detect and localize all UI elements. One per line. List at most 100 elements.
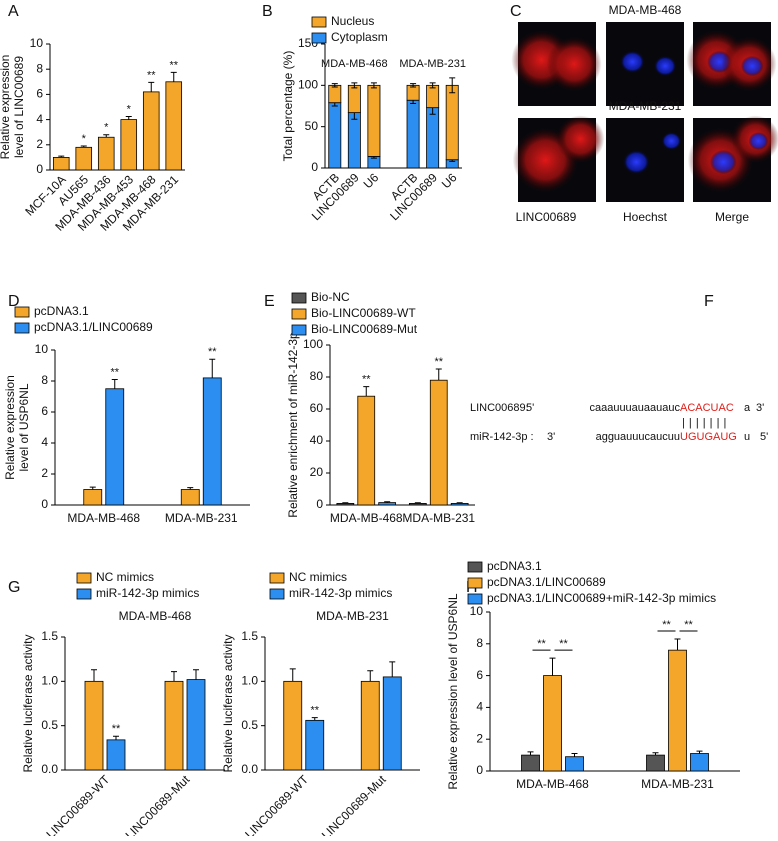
bar [543,675,562,772]
panel-label: D [8,293,20,310]
bar [360,680,380,771]
y-tick-label: 10 [30,36,44,50]
nucleus [709,149,737,175]
y-tick-label: 4 [476,700,483,714]
sequence-end: 5' [526,402,534,414]
error-bar [370,82,377,89]
legend-swatch [311,16,327,28]
x-tick-label: MDA-MB-231 [641,777,714,791]
row-title: MDA-MB-231 [609,99,682,113]
error-bar [89,486,96,490]
x-tick-label: MDA-MB-468 [330,511,403,525]
error-bar [435,368,442,381]
y-tick-label: 100 [298,78,318,92]
significance: ** [684,619,693,631]
y-tick-label: 80 [310,369,324,383]
y-tick-label: 0 [476,763,483,777]
bar-segment [406,84,420,101]
sequence-end: 3' [756,402,764,414]
sequence-match: ACACUAC [680,402,734,414]
bar [186,679,206,771]
significance: ** [147,69,156,81]
legend-label: pcDNA3.1/LINC00689 [487,575,606,589]
sequence-end: 3' [547,431,555,443]
bar [429,379,448,506]
legend-label: miR-142-3p mimics [96,586,199,600]
bar-segment [445,84,459,161]
group-label: MDA-MB-231 [399,58,466,70]
error-bar [342,502,349,504]
column-label: Hoechst [623,210,668,224]
row-title: MDA-MB-468 [609,3,682,17]
y-axis-label: Relative expression [3,375,17,480]
y-axis-label: Relative enrichment of miR-142-3p [286,332,300,518]
bar [202,377,222,506]
x-tick-label: MDA-MB-231 [402,511,475,525]
y-tick-label: 8 [36,61,43,75]
bar [565,756,584,772]
legend-label: NC mimics [289,570,347,584]
legend-swatch [269,588,285,600]
legend-label: pcDNA3.1 [34,304,89,318]
error-bar [456,502,463,504]
nucleus [653,55,677,77]
bar [357,395,376,506]
y-tick-label: 40 [310,433,324,447]
panel-label: F [704,293,714,310]
y-tick-label: 1.5 [41,629,58,643]
sequence: agguauuucaucuu [596,431,680,443]
error-bar [367,670,374,682]
bar-segment [406,99,420,169]
bar [164,680,184,771]
error-bar [91,669,97,682]
significance: * [104,122,109,134]
legend-swatch [291,292,307,304]
bar [105,388,125,506]
bar [106,739,126,771]
error-bar [449,77,456,94]
bar-segment [328,102,342,169]
bar [408,502,427,506]
bar-segment [367,84,381,157]
legend-swatch [291,324,307,336]
cell-signal [556,115,605,163]
legend-swatch [291,308,307,320]
y-tick-label: 6 [36,87,43,101]
significance: ** [110,366,119,378]
y-tick-label: 0.5 [41,718,58,732]
bar [75,146,93,171]
error-bar [113,735,119,740]
bar [378,502,397,506]
bar-segment [426,84,440,109]
y-tick-label: 4 [36,112,43,126]
panel-label: B [262,3,273,20]
sequence-name: LINC00689: [470,402,529,414]
panel-label: C [510,3,522,20]
nucleus [622,149,650,175]
significance: ** [169,59,178,71]
error-bar [111,378,118,389]
error-bar [125,115,132,120]
cell-signal [546,37,602,91]
y-tick-label: 10 [470,604,484,618]
bar [305,719,325,771]
y-tick-label: 0.0 [241,762,258,776]
significance: ** [559,638,568,650]
bar [83,489,103,506]
legend-swatch [467,593,483,605]
legend-swatch [76,572,92,584]
y-axis-label: Relative expression level of USP6NL [446,593,460,789]
error-bar [410,83,417,88]
legend-label: pcDNA3.1/LINC00689+miR-142-3p mimics [487,591,716,605]
sequence-name: miR-142-3p : [470,431,534,443]
y-tick-label: 0 [41,497,48,511]
error-bar [80,145,87,148]
error-bar [311,717,318,721]
legend-label: pcDNA3.1/LINC00689 [34,320,153,334]
y-tick-label: 6 [41,404,48,418]
y-tick-label: 4 [41,435,48,449]
x-tick-label: LINC00689-Mut [319,772,389,836]
y-tick-label: 0.0 [41,762,58,776]
error-bar [171,671,177,682]
